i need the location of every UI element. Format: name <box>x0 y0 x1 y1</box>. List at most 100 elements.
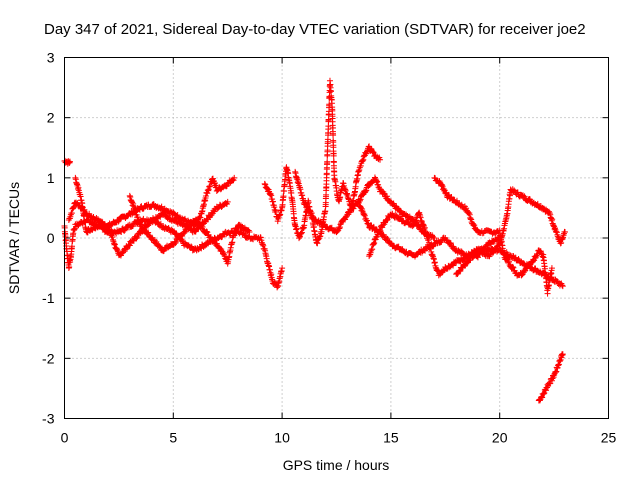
data-point <box>330 152 337 159</box>
grid-lines <box>64 57 609 419</box>
y-tick-label: -2 <box>42 350 55 366</box>
data-point <box>280 193 287 200</box>
data-point <box>137 221 144 228</box>
data-point <box>496 242 503 249</box>
data-point <box>119 249 126 256</box>
data-point <box>509 263 516 270</box>
y-axis-label: SDTVAR / TECUs <box>6 182 22 294</box>
data-point <box>324 158 331 165</box>
data-point <box>165 212 172 219</box>
chart-title: Day 347 of 2021, Sidereal Day-to-day VTE… <box>44 21 586 38</box>
data-point <box>439 181 446 188</box>
data-point <box>66 158 73 165</box>
data-point <box>548 265 555 272</box>
data-point <box>204 229 211 236</box>
data-point <box>559 282 566 289</box>
data-point <box>357 204 364 211</box>
data-point <box>376 228 383 235</box>
data-point <box>81 213 88 220</box>
data-point <box>199 224 206 231</box>
data-point <box>133 235 140 242</box>
data-point <box>193 217 200 224</box>
data-point <box>305 207 312 214</box>
data-point <box>491 247 498 254</box>
data-point <box>413 217 420 224</box>
data-point <box>369 246 376 253</box>
data-point <box>359 157 366 164</box>
data-point <box>197 214 204 221</box>
data-point <box>126 242 133 249</box>
data-point <box>145 229 152 236</box>
y-tick-label: 1 <box>47 170 55 186</box>
y-tick-label: -3 <box>42 411 55 427</box>
data-point <box>261 180 268 187</box>
data-point <box>140 224 147 231</box>
data-point <box>542 387 549 394</box>
data-point <box>132 208 139 215</box>
data-point <box>431 235 438 241</box>
data-point <box>245 227 252 234</box>
data-point <box>529 258 536 265</box>
data-point <box>361 212 368 219</box>
data-point <box>521 193 528 200</box>
data-point <box>267 191 274 198</box>
data-point <box>439 183 446 190</box>
data-point <box>262 181 269 188</box>
data-point <box>546 208 553 215</box>
data-point <box>115 218 122 225</box>
data-point <box>534 200 541 207</box>
data-point <box>360 156 367 163</box>
data-point <box>559 351 566 358</box>
data-point <box>187 222 194 229</box>
data-point <box>375 231 382 238</box>
data-point <box>68 210 75 217</box>
data-point <box>203 228 210 235</box>
data-point <box>224 198 231 205</box>
data-point <box>173 230 180 237</box>
data-point <box>416 223 423 230</box>
data-point <box>219 248 226 255</box>
data-point <box>70 203 77 210</box>
data-point <box>302 199 309 206</box>
x-tick-label: 10 <box>274 430 290 446</box>
data-point <box>447 239 454 246</box>
data-point <box>173 238 180 245</box>
data-point <box>559 283 566 290</box>
data-point <box>221 251 228 258</box>
data-point <box>544 290 551 297</box>
data-point <box>372 236 379 243</box>
x-tick-label: 0 <box>61 430 69 446</box>
x-tick-label: 5 <box>169 430 177 446</box>
data-point <box>279 265 286 272</box>
data-point <box>471 222 478 229</box>
series-trace-d <box>72 174 231 259</box>
data-point <box>524 265 531 272</box>
data-point <box>336 225 343 232</box>
data-point <box>134 214 141 221</box>
data-point <box>174 211 181 218</box>
data-point <box>303 204 310 211</box>
data-point <box>302 200 309 207</box>
x-tick-label: 15 <box>383 430 399 446</box>
data-point <box>157 220 164 227</box>
data-points <box>61 77 568 404</box>
data-point <box>371 239 378 246</box>
y-tick-label: 3 <box>47 50 55 66</box>
data-point <box>387 240 394 247</box>
data-point <box>454 270 461 277</box>
series-trace-k <box>453 186 568 278</box>
data-point <box>380 190 387 197</box>
data-point <box>196 221 203 228</box>
data-point <box>134 233 141 240</box>
series-trace-a <box>61 157 73 167</box>
data-point <box>384 193 391 200</box>
x-tick-label: 20 <box>492 430 508 446</box>
data-point <box>457 268 464 275</box>
data-point <box>355 199 362 206</box>
data-point <box>377 227 384 234</box>
data-point <box>532 255 539 262</box>
y-tick-label: -1 <box>42 290 55 306</box>
data-point <box>355 168 362 175</box>
data-point <box>518 272 525 279</box>
data-point <box>370 240 377 247</box>
